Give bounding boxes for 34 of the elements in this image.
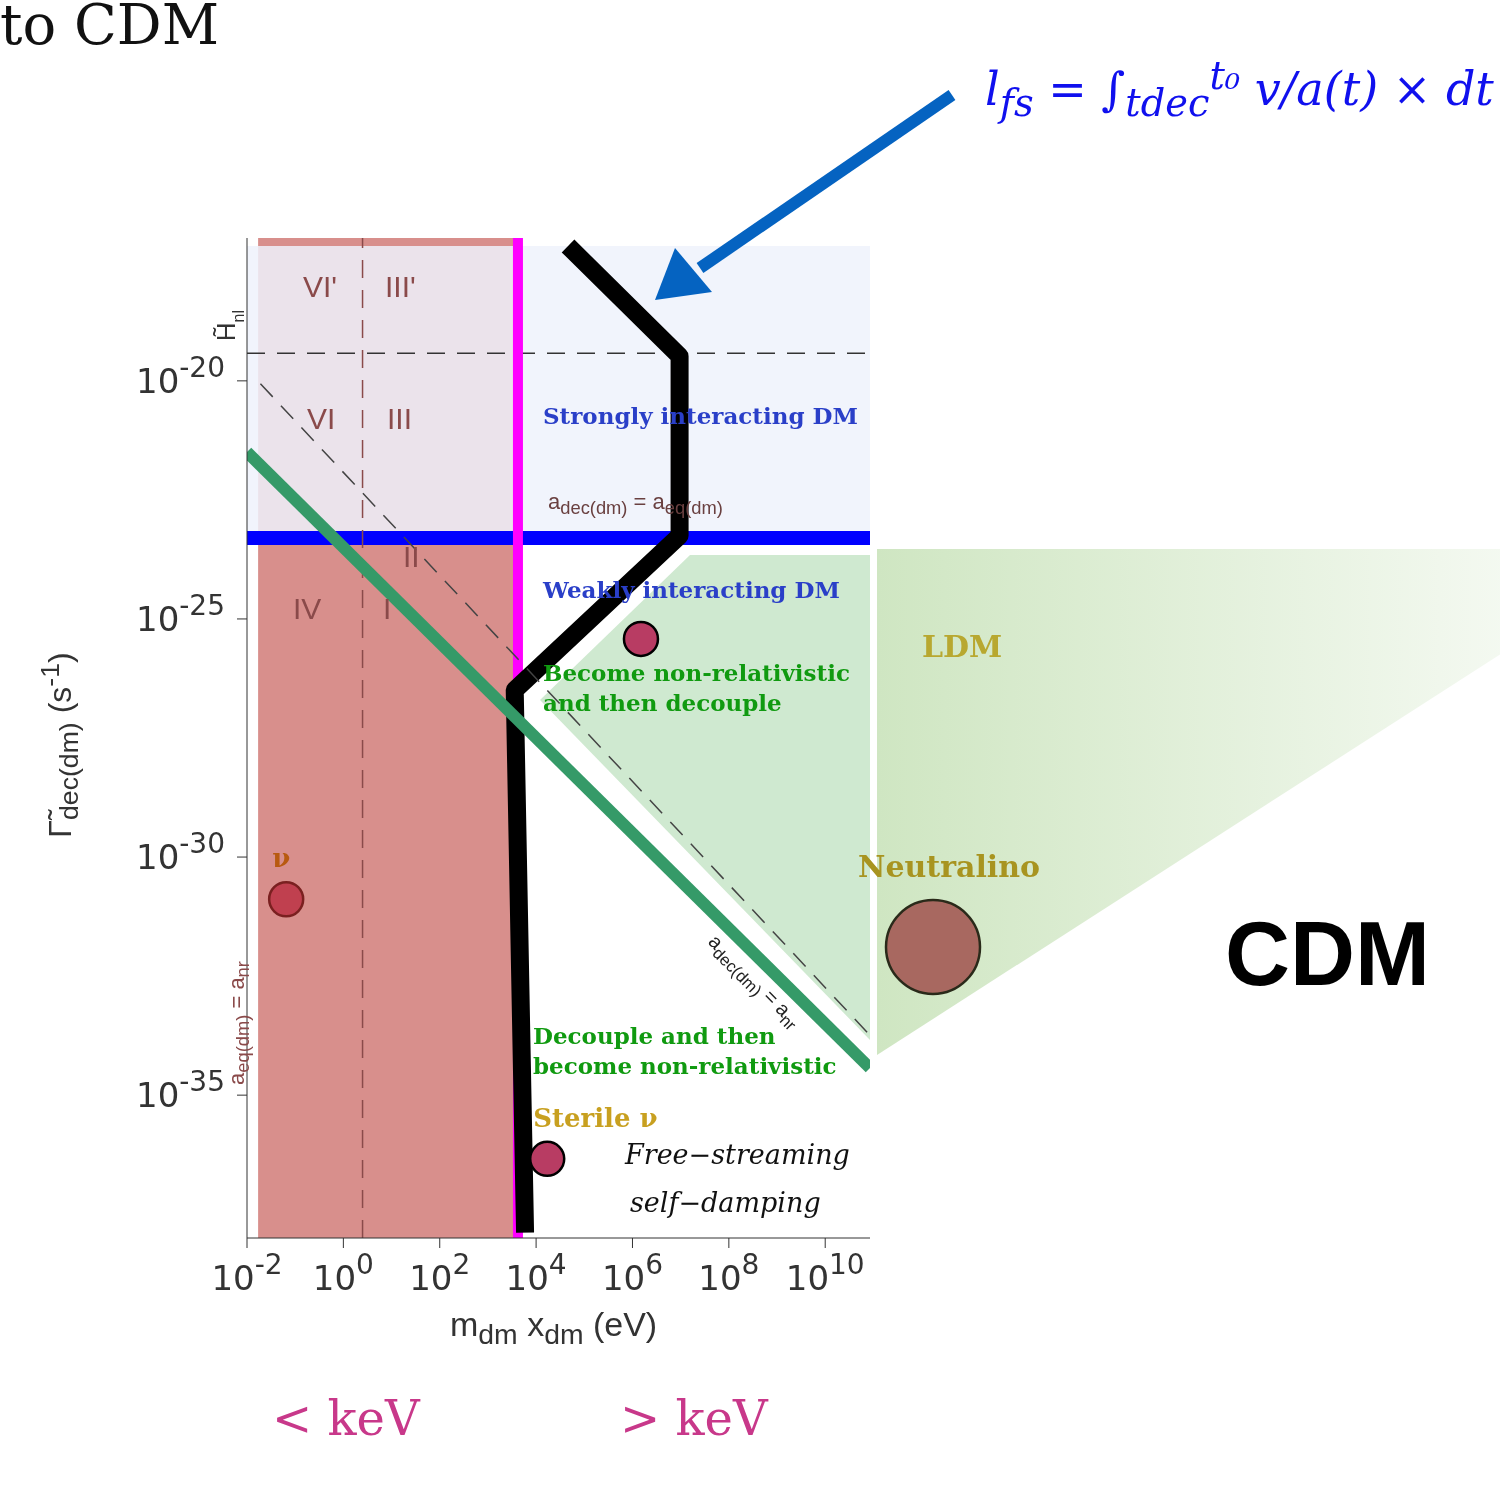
annotation: and then decouple (543, 689, 782, 716)
y-tick-label: 10$^{-20}$ (136, 350, 225, 401)
x-tick-label: 10$^{0}$ (312, 1247, 374, 1298)
annotation: become non-relativistic (533, 1052, 837, 1079)
x-tick-label: 10$^{10}$ (785, 1247, 865, 1298)
annotation: I (383, 592, 392, 625)
annotation: II (403, 540, 420, 573)
annotation: III' (385, 270, 416, 303)
series-label: ν (272, 843, 291, 874)
x-tick-label: 10$^{6}$ (601, 1247, 664, 1298)
annotation: IV (293, 592, 322, 625)
annotation: Decouple and then (533, 1022, 776, 1049)
y-tick-label: 10$^{-35}$ (136, 1064, 225, 1116)
x-tick-label: 10$^{2}$ (409, 1247, 471, 1298)
annotation: III (387, 402, 413, 435)
y-tick-label: 10$^{-25}$ (136, 588, 225, 639)
annotation: self−damping (630, 1187, 821, 1218)
annotation: Neutralino (858, 849, 1041, 884)
x-tick-label: 10$^{8}$ (698, 1247, 760, 1298)
x-tick-label: 10$^{-2}$ (211, 1247, 283, 1298)
annotation: Become non-relativistic (543, 659, 850, 686)
text: < keV (272, 1390, 420, 1446)
y-tick-label: 10$^{-30}$ (136, 826, 225, 878)
x-axis-title: m$_{dm}$ x$_{dm}$ (eV) (450, 1305, 658, 1351)
annotation: VI (307, 402, 336, 435)
annotation: VI' (303, 270, 338, 303)
chart-title: to CDM (0, 0, 220, 57)
annotation: Free−streaming (625, 1139, 850, 1170)
series-label: Sterile ν (533, 1102, 658, 1133)
text: CDM (1225, 904, 1430, 1004)
text: > keV (620, 1390, 768, 1446)
text: LDM (922, 629, 1003, 664)
x-tick-label: 10$^{4}$ (505, 1247, 567, 1298)
text: l$_{fs}$ = ∫$_{tdec}$$^{t₀}$ v/a(t) × dt (985, 53, 1494, 125)
